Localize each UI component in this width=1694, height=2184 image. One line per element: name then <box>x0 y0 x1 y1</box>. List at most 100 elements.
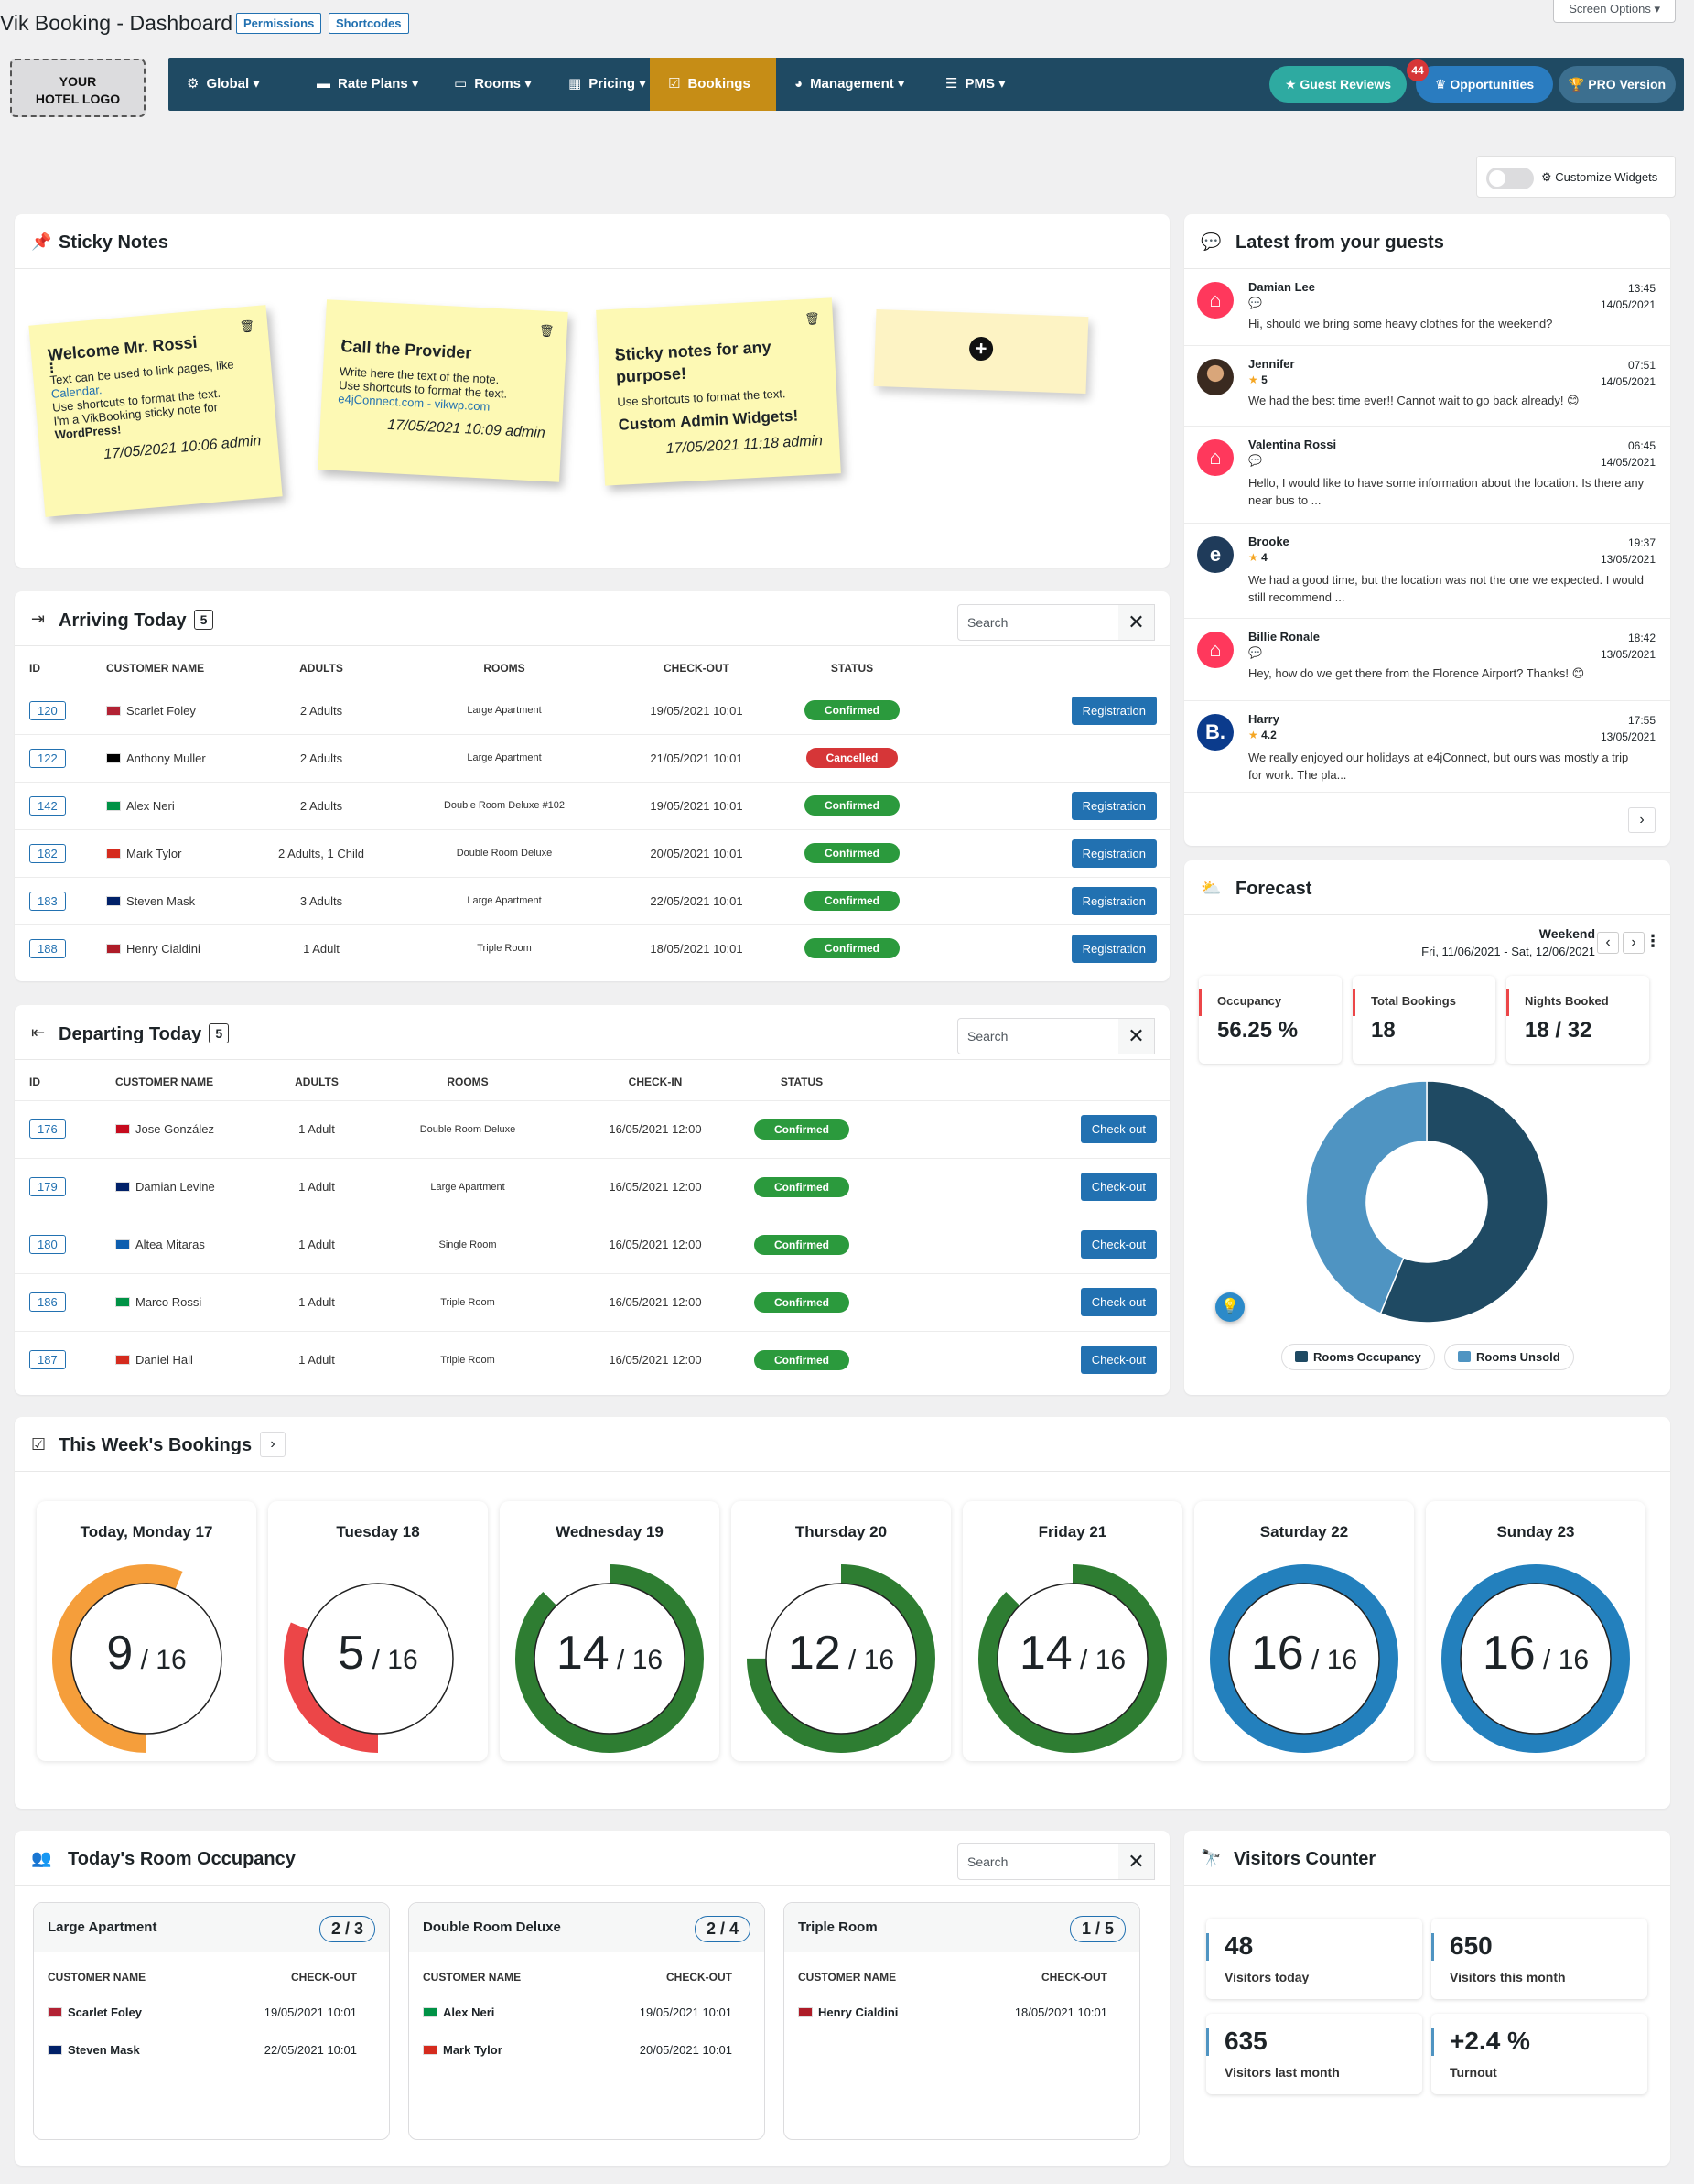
flag-icon <box>115 1355 130 1366</box>
day-card[interactable]: Friday 21 14 / 16 <box>963 1501 1182 1761</box>
customer-name: Damian Levine <box>135 1180 215 1194</box>
search-input[interactable]: Search <box>957 1018 1122 1054</box>
hotel-logo[interactable]: YOUR HOTEL LOGO <box>10 59 146 117</box>
registration-button[interactable]: Registration <box>1071 696 1157 725</box>
guest-message[interactable]: ⌂ Valentina Rossi 06:45 14/05/2021 💬 Hello, … <box>1184 427 1670 524</box>
customize-toggle[interactable] <box>1486 168 1534 189</box>
next-period-button[interactable]: › <box>1623 932 1645 954</box>
guest-message[interactable]: B. Harry 17:55 13/05/2021 ★ 4.2 We really en… <box>1184 701 1670 793</box>
donut-slice-rooms-unsold[interactable] <box>1305 1080 1428 1314</box>
guest-name: Brooke <box>1248 535 1289 548</box>
status-badge: Confirmed <box>804 843 900 863</box>
prev-period-button[interactable]: ‹ <box>1597 932 1619 954</box>
customer-name: Altea Mitaras <box>135 1238 205 1251</box>
trash-icon[interactable]: 🗑 <box>538 323 555 339</box>
guest-message[interactable]: ⌂ Damian Lee 13:45 14/05/2021 💬 Hi, should w… <box>1184 269 1670 346</box>
pro-version-button[interactable]: 🏆 PRO Version <box>1559 66 1676 103</box>
star-icon: ★ <box>1284 77 1297 92</box>
customize-widgets-box[interactable]: ⚙ Customize Widgets <box>1476 156 1676 198</box>
booking-id-link[interactable]: 180 <box>29 1235 66 1254</box>
note-line: Custom Admin Widgets! <box>618 406 799 434</box>
day-card[interactable]: Sunday 23 16 / 16 <box>1426 1501 1645 1761</box>
guest-message[interactable]: Jennifer 07:51 14/05/2021 ★ 5 We had the be… <box>1184 346 1670 427</box>
day-label: Saturday 22 <box>1259 1523 1349 1541</box>
legend-rooms-unsold[interactable]: Rooms Unsold <box>1444 1344 1574 1370</box>
rating: ★ 5 <box>1248 373 1268 386</box>
menu-label: Rooms <box>474 76 522 92</box>
legend-rooms-occupancy[interactable]: Rooms Occupancy <box>1281 1344 1435 1370</box>
checkout-button[interactable]: Check-out <box>1080 1115 1157 1143</box>
col-header: ADULTS <box>299 661 343 675</box>
booking-id-link[interactable]: 187 <box>29 1350 66 1370</box>
booking-id-link[interactable]: 122 <box>29 748 66 768</box>
day-label: Friday 21 <box>1038 1523 1107 1541</box>
room: Large Apartment <box>390 876 619 924</box>
menu-pms[interactable]: ☰ PMS ▾ <box>945 76 1006 92</box>
day-card[interactable]: Tuesday 18 5 / 16 <box>268 1501 488 1761</box>
booking-id-link[interactable]: 142 <box>29 795 66 816</box>
guest-reviews-button[interactable]: ★ Guest Reviews <box>1269 66 1407 103</box>
add-note-button[interactable]: + <box>873 308 1089 395</box>
checkout-button[interactable]: Check-out <box>1080 1346 1157 1375</box>
booking-id-link[interactable]: 120 <box>29 700 66 720</box>
drag-handle-icon[interactable]: ⋮ <box>337 336 351 352</box>
booking-id-link[interactable]: 183 <box>29 891 66 911</box>
day-card[interactable]: Thursday 20 12 / 16 <box>731 1501 951 1761</box>
drag-handle-icon[interactable]: ⋮ <box>610 345 625 362</box>
day-card[interactable]: Today, Monday 17 9 / 16 <box>37 1501 256 1761</box>
donut-slice-rooms-occupancy[interactable] <box>1379 1080 1548 1324</box>
next-week-button[interactable]: › <box>260 1432 286 1457</box>
sticky-note[interactable]: ⋮ 🗑 Call the Provider Write here the text… <box>318 299 568 482</box>
guest-message[interactable]: ⌂ Billie Ronale 18:42 13/05/2021 💬 Hey, how … <box>1184 619 1670 701</box>
trash-icon[interactable]: 🗑 <box>239 319 255 334</box>
sticky-note[interactable]: ⋮ 🗑 Welcome Mr. Rossi Text can be used to… <box>28 305 283 517</box>
search-input[interactable]: Search <box>957 604 1122 641</box>
date: 22/05/2021 10:01 <box>619 876 774 924</box>
guest-message[interactable]: e Brooke 19:37 13/05/2021 ★ 4 We had a good … <box>1184 524 1670 619</box>
options-icon[interactable]: ⋮ <box>1645 932 1661 950</box>
clear-search-button[interactable]: ✕ <box>1118 604 1155 641</box>
menu-rooms[interactable]: ▭ Rooms ▾ <box>454 76 532 92</box>
clear-search-button[interactable]: ✕ <box>1118 1843 1155 1880</box>
table-row: 180 Altea Mitaras 1 Adult Single Room 16… <box>15 1215 1170 1273</box>
adults: 2 Adults <box>253 733 390 782</box>
col-header: CHECK-IN <box>628 1075 683 1088</box>
day-card[interactable]: Wednesday 19 14 / 16 <box>500 1501 719 1761</box>
search-input[interactable]: Search <box>957 1843 1122 1880</box>
checkout-button[interactable]: Check-out <box>1080 1230 1157 1259</box>
day-card[interactable]: Saturday 22 16 / 16 <box>1194 1501 1414 1761</box>
menu-rate-plans[interactable]: ▬ Rate Plans ▾ <box>317 76 419 92</box>
registration-button[interactable]: Registration <box>1071 934 1157 963</box>
checkout-button[interactable]: Check-out <box>1080 1173 1157 1201</box>
flag-icon <box>106 752 121 763</box>
booking-id-link[interactable]: 186 <box>29 1292 66 1312</box>
flag-icon <box>423 2007 437 2017</box>
menu-global[interactable]: ⚙ Global ▾ <box>187 76 260 92</box>
screen-options-button[interactable]: Screen Options ▾ <box>1553 0 1676 23</box>
booking-id-link[interactable]: 182 <box>29 843 66 863</box>
col-header: ROOMS <box>447 1075 489 1088</box>
booking-id-link[interactable]: 179 <box>29 1177 66 1196</box>
opportunities-button[interactable]: ♛ Opportunities <box>1416 66 1553 103</box>
booking-id-link[interactable]: 176 <box>29 1119 66 1139</box>
menu-management[interactable]: ◕ Management ▾ <box>794 76 905 92</box>
clear-search-button[interactable]: ✕ <box>1118 1018 1155 1054</box>
booking-id-link[interactable]: 188 <box>29 938 66 958</box>
customer-name: Alex Neri <box>126 798 175 813</box>
menu-bookings[interactable]: ☑ Bookings <box>650 58 776 111</box>
trash-icon[interactable]: 🗑 <box>804 311 821 326</box>
menu-pricing[interactable]: ▦ Pricing ▾ <box>568 76 646 92</box>
next-page-button[interactable]: › <box>1628 807 1656 833</box>
registration-button[interactable]: Registration <box>1071 791 1157 820</box>
sticky-note[interactable]: ⋮ 🗑 Sticky notes for any purpose! Use sho… <box>596 297 841 486</box>
registration-button[interactable]: Registration <box>1071 886 1157 915</box>
widget-title: Forecast <box>1235 879 1312 899</box>
drag-handle-icon[interactable]: ⋮ <box>44 360 59 376</box>
flag-icon <box>798 2007 813 2017</box>
shortcodes-button[interactable]: Shortcodes <box>329 13 409 34</box>
lightbulb-icon[interactable]: 💡 <box>1215 1292 1245 1322</box>
checkout-button[interactable]: Check-out <box>1080 1288 1157 1316</box>
registration-button[interactable]: Registration <box>1071 838 1157 868</box>
message-text: We had the best time ever!! Cannot wait … <box>1248 394 1580 407</box>
permissions-button[interactable]: Permissions <box>236 13 322 34</box>
